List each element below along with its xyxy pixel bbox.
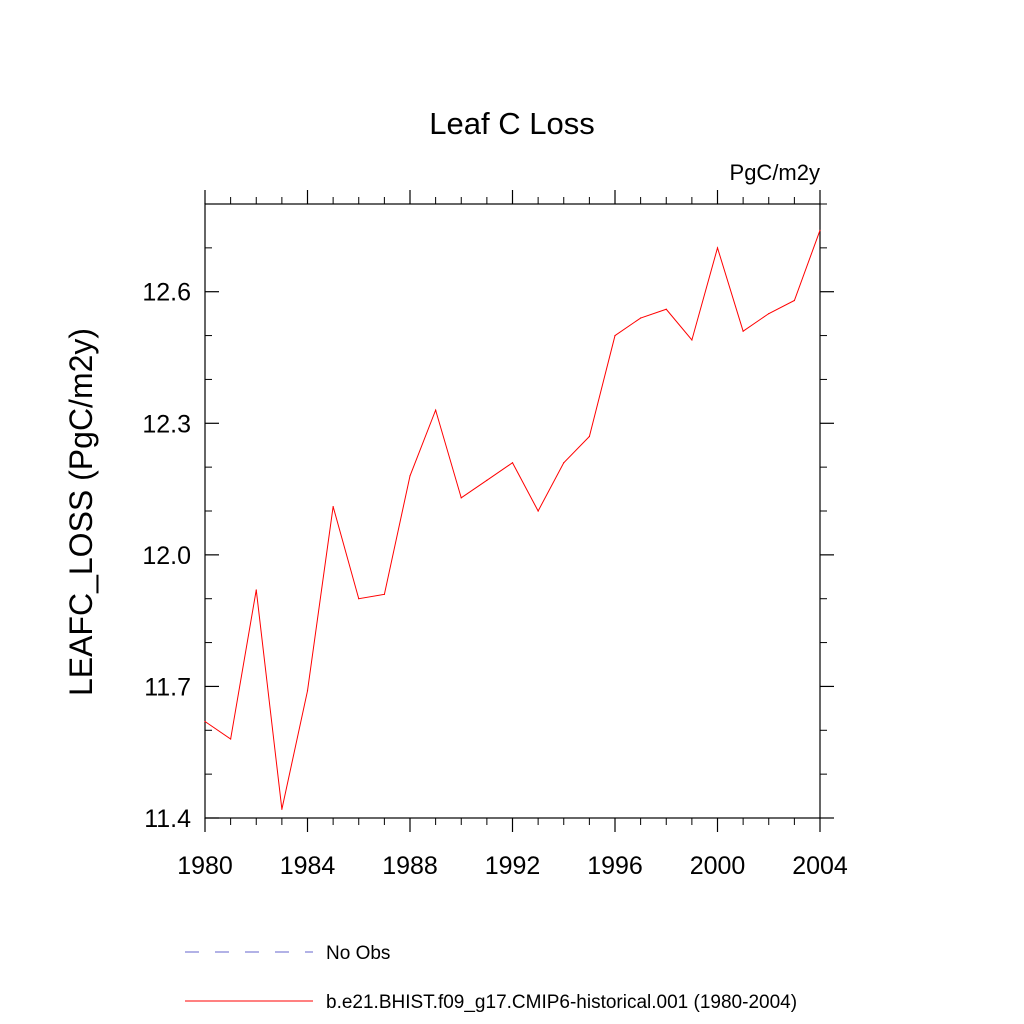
data-point [255, 589, 257, 591]
y-axis: 11.4 11.7 12.0 12.3 12.6 [142, 203, 834, 833]
y-tick-label: 11.7 [144, 673, 191, 701]
units-label: PgC/m2y [730, 160, 820, 185]
x-tick-label: 1984 [280, 852, 336, 880]
legend-label: No Obs [326, 943, 390, 964]
data-point [383, 593, 385, 595]
series-line-1 [204, 230, 821, 810]
data-point [230, 738, 232, 740]
plot-area [204, 229, 821, 810]
data-point [358, 598, 360, 600]
data-point [691, 339, 693, 341]
x-tick-label: 2000 [690, 852, 746, 880]
data-point [563, 462, 565, 464]
data-point [460, 497, 462, 499]
data-point [435, 409, 437, 411]
data-point [819, 229, 821, 231]
data-point [742, 330, 744, 332]
x-tick-label: 1992 [485, 852, 541, 880]
data-point [640, 317, 642, 319]
y-tick-label: 11.4 [144, 805, 191, 833]
x-axis: 1980 1984 1988 1992 1996 2000 2004 [177, 190, 848, 880]
x-tick-label: 1980 [177, 852, 233, 880]
data-point [614, 334, 616, 337]
data-point [511, 462, 514, 464]
data-point [409, 475, 411, 477]
data-point [204, 720, 206, 723]
data-point [716, 247, 719, 249]
y-axis-label: LEAFC_LOSS (PgC/m2y) [63, 328, 99, 696]
data-point [537, 510, 539, 512]
plot-frame [204, 203, 821, 819]
y-tick-label: 12.0 [142, 542, 191, 570]
data-point [486, 479, 488, 481]
x-tick-label: 1996 [587, 852, 643, 880]
chart-title: Leaf C Loss [429, 106, 594, 141]
data-point [793, 299, 795, 302]
data-point [332, 506, 334, 508]
legend-label: b.e21.BHIST.f09_g17.CMIP6-historical.001… [326, 992, 797, 1013]
data-point [306, 690, 309, 692]
y-tick-label: 12.6 [142, 279, 191, 307]
data-point [665, 308, 667, 310]
x-tick-label: 1988 [382, 852, 438, 880]
data-point [768, 313, 770, 315]
legend: No Obs b.e21.BHIST.f09_g17.CMIP6-historic… [185, 943, 797, 1013]
y-tick-label: 12.3 [142, 410, 191, 438]
data-point [281, 808, 283, 810]
x-tick-label: 2004 [792, 852, 848, 880]
data-point [588, 435, 590, 438]
